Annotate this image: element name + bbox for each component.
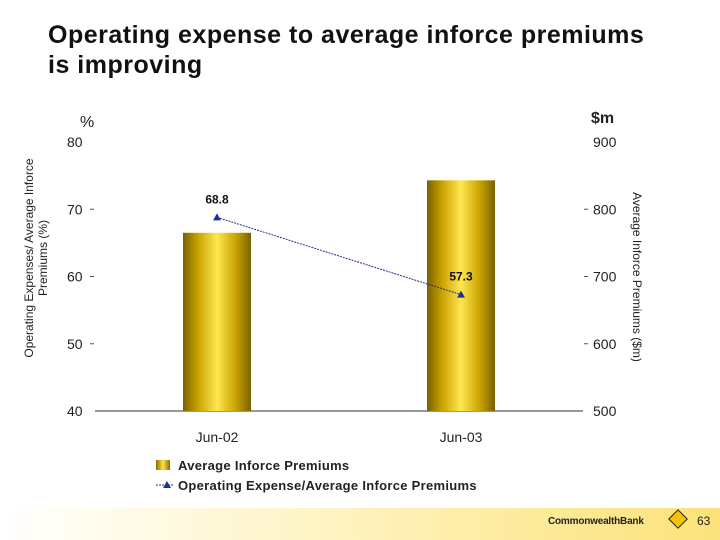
right-tick-label: 600 — [593, 336, 617, 352]
data-label: 57.3 — [449, 270, 473, 284]
x-tick-label: Jun-02 — [196, 429, 239, 445]
right-tick-label: 800 — [593, 201, 617, 217]
left-tick-label: 70 — [67, 201, 83, 217]
legend-label-line: Operating Expense/Average Inforce Premiu… — [178, 477, 477, 493]
legend-label-bars: Average Inforce Premiums — [178, 457, 350, 473]
legend-item-bars: Average Inforce Premiums — [156, 455, 477, 475]
x-tick-label: Jun-03 — [440, 429, 483, 445]
series-line — [216, 216, 462, 296]
left-tick-label: 50 — [67, 336, 83, 352]
right-tick-label: 500 — [593, 403, 617, 419]
line-point-marker — [457, 290, 465, 298]
right-tick-label: 900 — [593, 134, 617, 150]
page-title: Operating expense to average inforce pre… — [48, 21, 645, 79]
bank-logo: CommonwealthBank — [548, 516, 644, 527]
right-axis-unit: $m — [591, 110, 615, 127]
legend-item-line: Operating Expense/Average Inforce Premiu… — [156, 475, 477, 495]
legend: Average Inforce Premiums Operating Expen… — [156, 455, 477, 495]
footer-band — [0, 508, 720, 540]
page-number: 63 — [697, 514, 711, 528]
bar — [183, 232, 251, 411]
left-axis-unit: % — [80, 114, 95, 131]
left-tick-label: 40 — [67, 403, 83, 419]
left-tick-label: 60 — [67, 269, 83, 285]
right-tick-label: 700 — [593, 269, 617, 285]
legend-bar-swatch — [156, 460, 170, 470]
data-label: 68.8 — [205, 192, 229, 206]
line-point-marker — [213, 213, 221, 221]
left-tick-label: 80 — [67, 134, 83, 150]
legend-line-swatch — [156, 481, 174, 488]
